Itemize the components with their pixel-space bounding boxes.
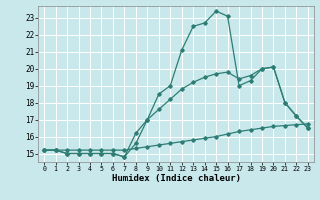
X-axis label: Humidex (Indice chaleur): Humidex (Indice chaleur) [111, 174, 241, 183]
